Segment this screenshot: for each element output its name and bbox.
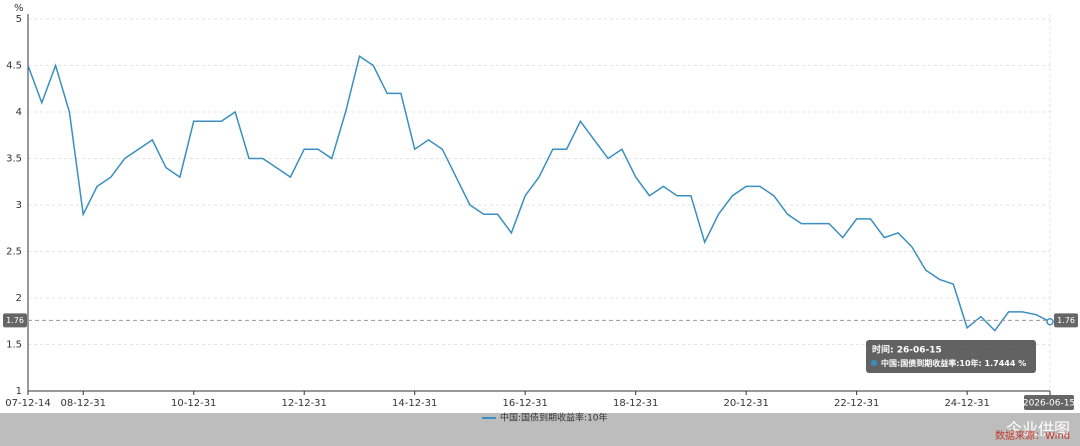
y-tick-label: 5 [16, 14, 22, 25]
x-tick-label: 2026-06-15 [1023, 399, 1075, 409]
tooltip-part: 1.7444 [985, 359, 1016, 368]
last-point [1046, 318, 1054, 326]
x-tick-label: 12-12-31 [282, 398, 327, 409]
y-tick-label: 4 [16, 107, 22, 118]
x-pointer-box [1024, 395, 1074, 410]
series-line [27, 54, 1051, 332]
y-tick-label: 2.5 [6, 247, 22, 258]
x-tick-label: 10-12-31 [171, 398, 216, 409]
crosshair-label: 1.76 [1057, 316, 1075, 325]
footer-band [0, 413, 1080, 446]
tooltip-part: % [1018, 359, 1026, 368]
tooltip-part: : [979, 359, 985, 368]
y-tick-label: 3.5 [6, 154, 22, 165]
tooltip: 时间: 26-06-15 中国:国债到期收益率:10年: 1.7444 % [866, 340, 1036, 373]
tooltip-marker [871, 360, 877, 366]
x-tick-label: 08-12-31 [61, 398, 106, 409]
x-tick-label: 16-12-31 [502, 398, 547, 409]
legend-label: 中国:国债到期收益率:10年 [500, 412, 608, 424]
x-tick-label: 22-12-31 [834, 398, 879, 409]
tooltip-part: 中国:国债到期收益率:10年 [881, 358, 979, 368]
x-tick-label: 14-12-31 [392, 398, 437, 409]
x-tick-label: 24-12-31 [944, 398, 989, 409]
y-tick-label: 1.5 [6, 340, 22, 351]
x-tick-label: 07-12-14 [5, 398, 50, 409]
y-unit-label: % [14, 3, 24, 14]
crosshair-box [1054, 313, 1078, 328]
y-tick-label: 3 [16, 200, 22, 211]
y-tick-label: 1 [16, 386, 22, 397]
crosshair-label: 1.76 [6, 316, 24, 325]
watermark: 企业供图 [1006, 420, 1070, 439]
tooltip-box [866, 340, 1036, 373]
source: 数据来源：Wind [995, 429, 1070, 442]
tooltip-title: 时间: 26-06-15 [872, 344, 942, 356]
y-tick-label: 2 [16, 293, 22, 304]
x-tick-label: 20-12-31 [723, 398, 768, 409]
y-tick-label: 4.5 [6, 61, 22, 72]
tooltip-text: 中国:国债到期收益率:10年: 1.7444 % [881, 358, 1026, 368]
x-tick-label: 18-12-31 [613, 398, 658, 409]
crosshair-box [3, 313, 27, 328]
